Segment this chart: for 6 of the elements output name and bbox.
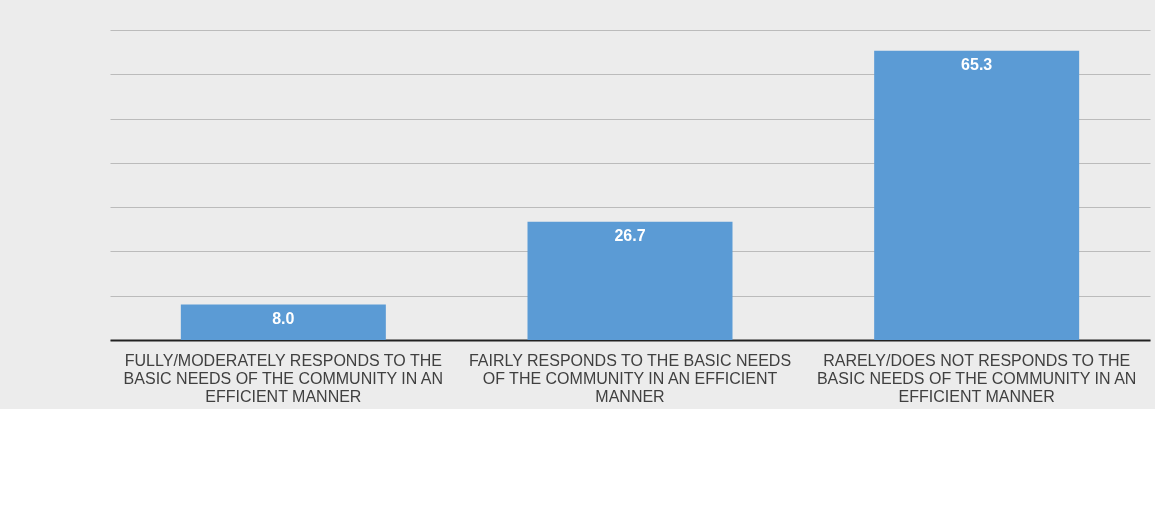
data-label: 26.7 bbox=[614, 226, 646, 244]
data-label: 8.0 bbox=[272, 309, 295, 327]
x-tick-label: FAIRLY RESPONDS TO THE BASIC NEEDS OF THE COMMUNITY IN AN EFFICIENT MANNER bbox=[468, 351, 792, 405]
data-label: 65.3 bbox=[961, 55, 993, 73]
x-tick-label: RARELY/DOES NOT RESPONDS TO THE BASIC NEEDS OF THE COMMUNITY IN AN EFFICIENT MANNER bbox=[816, 351, 1137, 405]
x-tick-label: FULLY/MODERATELY RESPONDS TO THE BASIC NEEDS OF THE COMMUNITY IN AN EFFICIENT MANNER bbox=[123, 351, 444, 405]
